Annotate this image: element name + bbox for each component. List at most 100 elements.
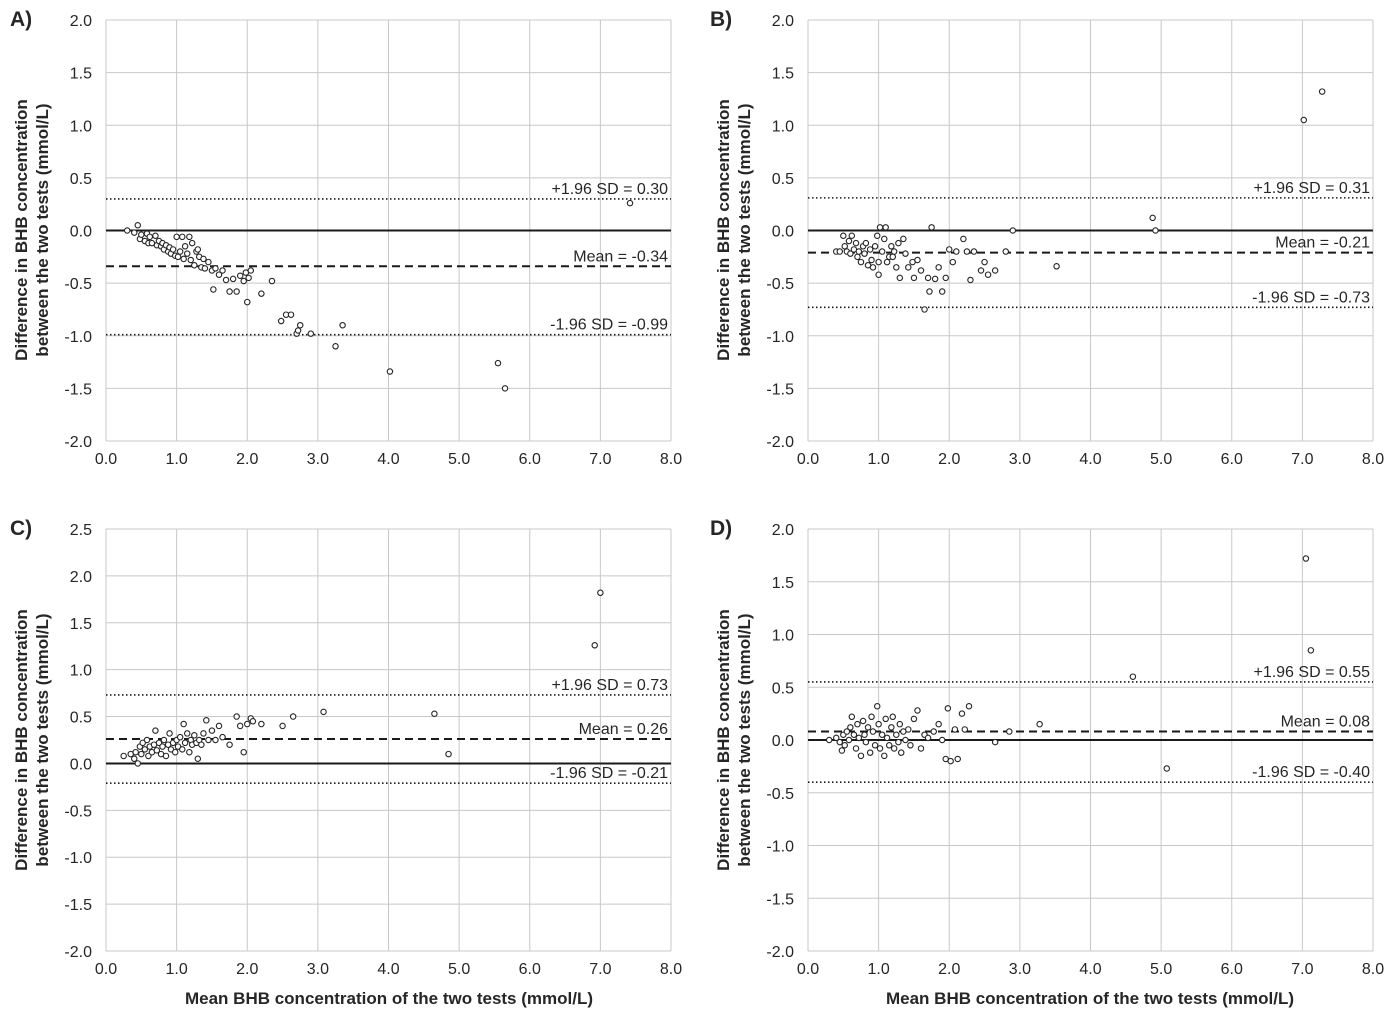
data-point	[1302, 555, 1310, 562]
data-point	[229, 275, 237, 283]
data-point	[907, 742, 914, 749]
limit-label: +1.96 SD = 0.31	[1253, 180, 1370, 197]
data-point	[854, 253, 861, 261]
data-point	[233, 288, 240, 295]
data-point	[1163, 765, 1171, 772]
data-point	[179, 233, 186, 241]
data-point	[174, 253, 182, 261]
x-tick-label: 5.0	[448, 961, 470, 978]
data-point	[1129, 673, 1137, 680]
data-point	[935, 720, 942, 728]
data-point	[186, 748, 193, 756]
data-point	[1006, 728, 1013, 735]
data-point	[187, 256, 195, 264]
data-point	[160, 736, 168, 744]
mean-label: Mean = -0.21	[1275, 235, 1370, 252]
data-point	[852, 745, 860, 752]
data-point	[386, 368, 394, 375]
data-point	[236, 722, 244, 730]
panel-d: D) 0.0 1.0 2.0 3.0 4.0 5.0 6.0 7.0 8.0 -2.0 -1.5 -1.…	[710, 517, 1384, 978]
data-point	[1300, 116, 1308, 124]
y-tick-label: -0.5	[766, 276, 794, 293]
data-point	[268, 277, 276, 285]
x-tick-label: 0.0	[95, 451, 117, 468]
y-tick-label: 0.0	[772, 733, 794, 750]
limit-label: -1.96 SD = -0.73	[1252, 289, 1370, 306]
y-tick-label: 2.0	[772, 13, 794, 30]
data-point	[287, 311, 295, 318]
data-point	[215, 271, 223, 278]
data-point	[902, 736, 909, 744]
data-point	[152, 232, 159, 240]
x-tick-label: 1.0	[166, 961, 188, 978]
x-tick-label: 1.0	[868, 451, 890, 468]
data-point	[236, 272, 244, 280]
data-point	[951, 726, 959, 733]
y-tick-label: -0.5	[64, 803, 92, 820]
data-point	[914, 707, 921, 714]
data-point	[843, 728, 851, 735]
data-point	[208, 727, 216, 734]
data-point	[873, 702, 881, 710]
data-point	[332, 343, 339, 350]
data-point	[205, 736, 212, 744]
data-point	[931, 275, 939, 283]
data-point	[905, 264, 912, 271]
data-point	[841, 742, 848, 749]
data-point	[862, 239, 870, 247]
y-tick-label: 1.5	[772, 575, 794, 592]
data-point	[897, 749, 905, 756]
data-point	[861, 250, 868, 257]
data-point	[866, 749, 874, 756]
y-axis-title-c: Difference in BHB concentration between …	[12, 609, 52, 871]
data-point	[895, 239, 902, 247]
y-tick-label: -1.0	[64, 329, 92, 346]
data-point	[896, 274, 904, 282]
data-point	[183, 730, 191, 737]
data-point	[1036, 720, 1043, 728]
data-point	[881, 752, 888, 760]
data-point	[878, 248, 886, 255]
data-point	[132, 748, 139, 756]
data-point	[855, 734, 863, 742]
x-tick-label: 2.0	[938, 961, 960, 978]
data-point	[825, 736, 833, 744]
y-tick-label: 1.5	[70, 616, 92, 633]
data-point	[914, 256, 921, 264]
data-point	[945, 246, 953, 253]
x-tick-label: 6.0	[1221, 451, 1243, 468]
data-point	[501, 385, 509, 392]
data-point	[836, 738, 844, 746]
y-tick-label: 2.0	[70, 13, 92, 30]
data-point	[866, 246, 874, 253]
x-tick-label: 7.0	[589, 451, 611, 468]
data-point	[838, 747, 846, 754]
x-tick-label: 4.0	[1079, 451, 1101, 468]
mean-label: Mean = -0.34	[573, 248, 668, 265]
y-tick-label: -2.0	[766, 434, 794, 451]
data-point	[882, 224, 889, 231]
x-tick-label: 5.0	[1150, 961, 1172, 978]
y-tick-label: -1.0	[766, 329, 794, 346]
x-tick-label: 3.0	[1009, 451, 1031, 468]
svg-text:Difference in BHB concentratio: Difference in BHB concentration	[714, 99, 733, 361]
data-point	[905, 726, 912, 733]
data-point	[219, 267, 226, 274]
y-tick-label: -0.5	[766, 786, 794, 803]
data-point	[159, 743, 166, 750]
data-point	[210, 286, 217, 293]
y-tick-label: -2.0	[766, 944, 794, 961]
data-point	[1318, 88, 1326, 95]
data-point	[881, 235, 888, 243]
y-tick-label: -1.5	[64, 897, 92, 914]
mean-label: Mean = 0.26	[579, 721, 669, 738]
data-point	[848, 713, 856, 721]
data-point	[277, 317, 285, 325]
data-point	[198, 741, 205, 748]
data-point	[247, 267, 255, 274]
y-tick-label: -1.0	[766, 839, 794, 856]
data-point	[878, 731, 886, 738]
svg-text:between the two tests (mmol/L): between the two tests (mmol/L)	[735, 613, 754, 866]
data-point	[1009, 227, 1017, 234]
